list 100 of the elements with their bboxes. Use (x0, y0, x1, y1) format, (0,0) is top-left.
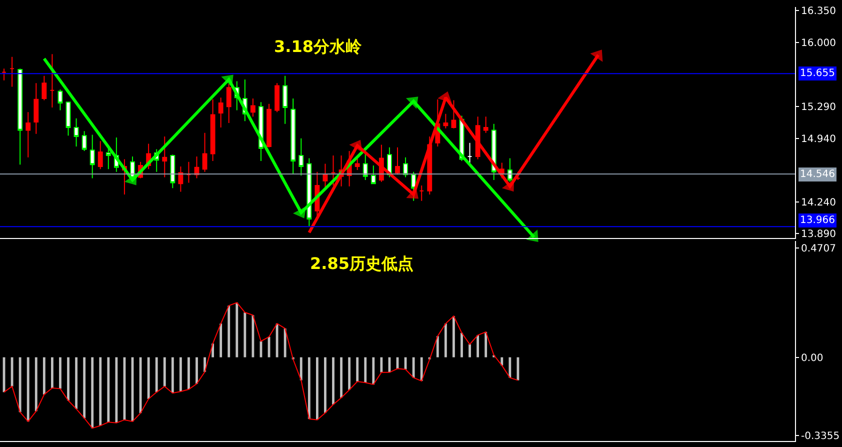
bar (364, 357, 367, 383)
bar (59, 357, 62, 389)
bar (276, 324, 278, 358)
bar (107, 357, 110, 422)
candlestick (18, 68, 23, 166)
candlestick (58, 88, 63, 111)
candlestick (186, 161, 192, 184)
bar (356, 357, 359, 382)
bar (91, 357, 94, 428)
candlestick (50, 54, 55, 108)
candlestick (403, 156, 408, 178)
bar (26, 357, 30, 422)
point (406, 96, 418, 109)
candlestick (66, 102, 71, 136)
bar (34, 357, 38, 412)
bar (444, 324, 447, 358)
bar (99, 357, 102, 426)
bar (115, 357, 118, 423)
annotation: 3.18分水岭 (274, 37, 362, 56)
y-tick-label: 0.00 (801, 352, 824, 364)
candlestick (507, 158, 512, 182)
bar (316, 357, 318, 420)
y-tick-label: 14.240 (801, 197, 836, 208)
bar (75, 357, 78, 409)
candlestick (354, 156, 360, 171)
bar (484, 332, 488, 358)
bar (196, 357, 198, 384)
candlestick (226, 84, 232, 124)
line-series (4, 302, 518, 429)
bar (420, 357, 423, 381)
y-tick-label: 0.4707 (801, 243, 836, 254)
bar (348, 357, 351, 390)
candlestick (330, 155, 336, 186)
bar (18, 357, 22, 412)
bar (50, 357, 54, 388)
candlestick (26, 112, 31, 158)
bar (300, 357, 302, 380)
annotation: 2.85历史低点 (310, 254, 414, 273)
candlestick (42, 75, 47, 101)
ref-line-label: 15.655 (800, 68, 835, 79)
point (124, 172, 137, 186)
bar (380, 357, 383, 372)
bar (163, 357, 166, 386)
point (590, 50, 603, 62)
y-tick-label: 14.940 (801, 134, 836, 145)
bar (332, 357, 334, 404)
candlestick (395, 146, 400, 176)
bar (412, 357, 415, 378)
bar (476, 335, 480, 358)
candlestick (202, 132, 208, 172)
candlestick (298, 138, 304, 176)
point (438, 91, 452, 104)
candlestick (210, 98, 216, 162)
candlestick (34, 82, 39, 134)
bar (179, 357, 182, 392)
y-tick-label: -0.3355 (801, 430, 840, 442)
bar (436, 336, 439, 358)
candlestick (74, 118, 79, 148)
bar (67, 357, 70, 401)
candlestick (250, 98, 256, 118)
candlestick (218, 97, 224, 128)
candlestick (178, 166, 184, 192)
candlestick (170, 154, 176, 189)
bar (244, 312, 246, 358)
bar (220, 324, 222, 358)
candlestick (282, 75, 288, 124)
candlestick (10, 56, 15, 88)
candlestick (322, 163, 328, 189)
bar (468, 344, 471, 358)
bar (171, 357, 174, 394)
candlestick (483, 116, 488, 134)
bar (308, 357, 310, 419)
candlestick (467, 142, 472, 164)
y-tick-label: 16.000 (801, 38, 836, 49)
bar (155, 357, 158, 392)
ref-line-label: 14.546 (800, 169, 835, 180)
bar (324, 357, 326, 413)
bar (228, 306, 230, 358)
y-tick-label: 16.350 (801, 6, 836, 18)
candlestick (90, 134, 95, 179)
bar (147, 357, 150, 399)
candlestick (370, 165, 376, 184)
bar (452, 316, 455, 358)
bar (236, 302, 238, 358)
candlestick (274, 82, 280, 113)
bar (508, 357, 512, 378)
ref-line-label: 13.966 (800, 215, 835, 226)
y-tick-label: 15.290 (801, 102, 836, 114)
bar (10, 357, 14, 386)
point (221, 74, 234, 88)
candlestick (443, 113, 448, 129)
candlestick (162, 136, 168, 178)
candlestick (362, 152, 368, 181)
candlestick (194, 156, 200, 179)
bar (284, 328, 286, 358)
bar (460, 332, 463, 358)
candlestick (82, 130, 87, 152)
point (349, 140, 362, 152)
bar (372, 357, 375, 384)
bar (188, 357, 190, 390)
